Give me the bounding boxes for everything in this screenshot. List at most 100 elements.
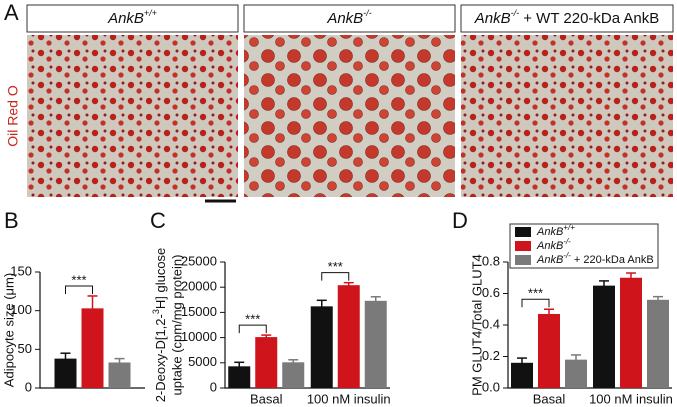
- y-tick-label: 0.0: [482, 379, 500, 394]
- image-title: AnkB-/-: [326, 8, 371, 27]
- y-tick-label: 150: [10, 263, 32, 278]
- image-title-box: [26, 4, 239, 33]
- significance-bracket: [238, 324, 267, 334]
- stain-label: Oil Red O: [5, 85, 21, 147]
- legend-label-part: AnkB: [536, 254, 563, 266]
- bar: [647, 299, 669, 388]
- error-bar: [626, 272, 636, 283]
- error-bar: [234, 361, 245, 371]
- y-axis-label: 2-Deoxy-D[1,2-3H] glucose: [151, 248, 168, 403]
- bar: [310, 306, 333, 388]
- micrograph: [244, 35, 455, 197]
- bar: [54, 358, 77, 388]
- error-bar: [544, 308, 554, 319]
- bar: [337, 285, 360, 388]
- y-tick-label: 5000: [188, 354, 217, 369]
- y-tick-label: 0: [25, 379, 32, 394]
- image-title-part: AnkB: [107, 10, 144, 27]
- bar: [282, 362, 305, 388]
- error-bar: [571, 354, 581, 365]
- error-bar: [517, 357, 527, 368]
- legend-swatch: [515, 255, 531, 265]
- y-axis-label: uptake (cpm/mg protein): [169, 255, 184, 396]
- significance-bracket: [65, 285, 93, 294]
- y-tick-label: 10000: [181, 329, 217, 344]
- bar: [565, 359, 587, 388]
- legend-label-part: +/+: [563, 223, 575, 232]
- y-tick-label: 0.8: [482, 253, 500, 268]
- error-bar: [114, 357, 125, 367]
- error-bar: [87, 295, 98, 321]
- error-bar: [60, 352, 71, 365]
- error-bar: [599, 280, 609, 291]
- image-title-part: + WT 220-kDa AnkB: [519, 10, 659, 27]
- legend-label-part: AnkB: [536, 240, 563, 252]
- y-tick-label: 25000: [181, 253, 217, 268]
- significance-label: ***: [328, 259, 343, 274]
- image-title-part: -/-: [511, 8, 520, 18]
- panel-label: D: [452, 208, 468, 233]
- y-tick-label: 0: [210, 379, 217, 394]
- bar: [255, 337, 278, 388]
- x-tick-label: 100 nM insulin: [307, 391, 391, 406]
- bar: [538, 313, 560, 388]
- error-bar: [261, 334, 272, 340]
- error-bar: [653, 295, 663, 303]
- x-tick-label: Basal: [250, 391, 283, 406]
- legend-label: AnkB-/- + 220-kDa AnkB: [536, 251, 654, 266]
- significance-label: ***: [528, 286, 543, 301]
- y-tick-label: 20000: [181, 279, 217, 294]
- significance-label: ***: [245, 312, 260, 327]
- significance-label: ***: [71, 272, 86, 287]
- y-axis-label-part: H] glucose: [153, 248, 168, 309]
- y-tick-label: 50: [18, 341, 32, 356]
- legend-label: AnkB-/-: [536, 237, 571, 252]
- legend-swatch: [515, 241, 531, 251]
- legend-box: [509, 223, 659, 269]
- image-title-box: [243, 4, 456, 33]
- significance-bracket: [521, 298, 550, 308]
- error-bar: [370, 296, 381, 305]
- y-axis-label-part: 3: [151, 309, 161, 314]
- panel-label: B: [4, 208, 19, 233]
- y-axis-label: PM GLUT4/Total GLUT4: [469, 254, 484, 396]
- error-bar: [316, 299, 327, 313]
- legend-label-part: AnkB: [536, 226, 563, 238]
- y-axis-label: Adipocyte size (μm): [1, 273, 16, 387]
- image-title-part: +/+: [144, 8, 157, 18]
- legend-label-part: -/-: [563, 237, 571, 246]
- legend-label: AnkB+/+: [536, 223, 575, 238]
- y-axis-label-part: 2-Deoxy-D[1,2-: [153, 314, 168, 402]
- image-title-part: -/-: [363, 8, 372, 18]
- y-tick-label: 0.2: [482, 348, 500, 363]
- image-title-part: AnkB: [474, 10, 511, 27]
- y-tick-label: 100: [10, 302, 32, 317]
- legend-swatch: [515, 227, 531, 237]
- bar: [81, 308, 104, 388]
- micrograph: [27, 35, 238, 197]
- y-tick-label: 15000: [181, 304, 217, 319]
- legend-label-part: + 220-kDa AnkB: [571, 254, 654, 266]
- panel-label: A: [4, 0, 19, 25]
- image-title-part: AnkB: [326, 10, 363, 27]
- bar: [511, 362, 533, 388]
- micrograph: [461, 35, 673, 197]
- y-tick-label: 0.4: [482, 316, 500, 331]
- image-title: AnkB+/+: [107, 8, 157, 27]
- y-tick-label: 0.6: [482, 285, 500, 300]
- bar: [620, 277, 642, 388]
- error-bar: [288, 359, 299, 365]
- image-title-box: [460, 4, 674, 33]
- bar: [228, 366, 251, 388]
- error-bar: [343, 281, 354, 288]
- x-tick-label: Basal: [533, 391, 566, 406]
- legend-label-part: -/-: [563, 251, 571, 260]
- bar: [108, 362, 131, 388]
- bar: [364, 300, 387, 388]
- panel-label: C: [150, 208, 166, 233]
- image-title: AnkB-/- + WT 220-kDa AnkB: [474, 8, 660, 27]
- x-tick-label: 100 nM insulin: [589, 391, 673, 406]
- bar: [593, 285, 615, 388]
- significance-bracket: [321, 272, 350, 281]
